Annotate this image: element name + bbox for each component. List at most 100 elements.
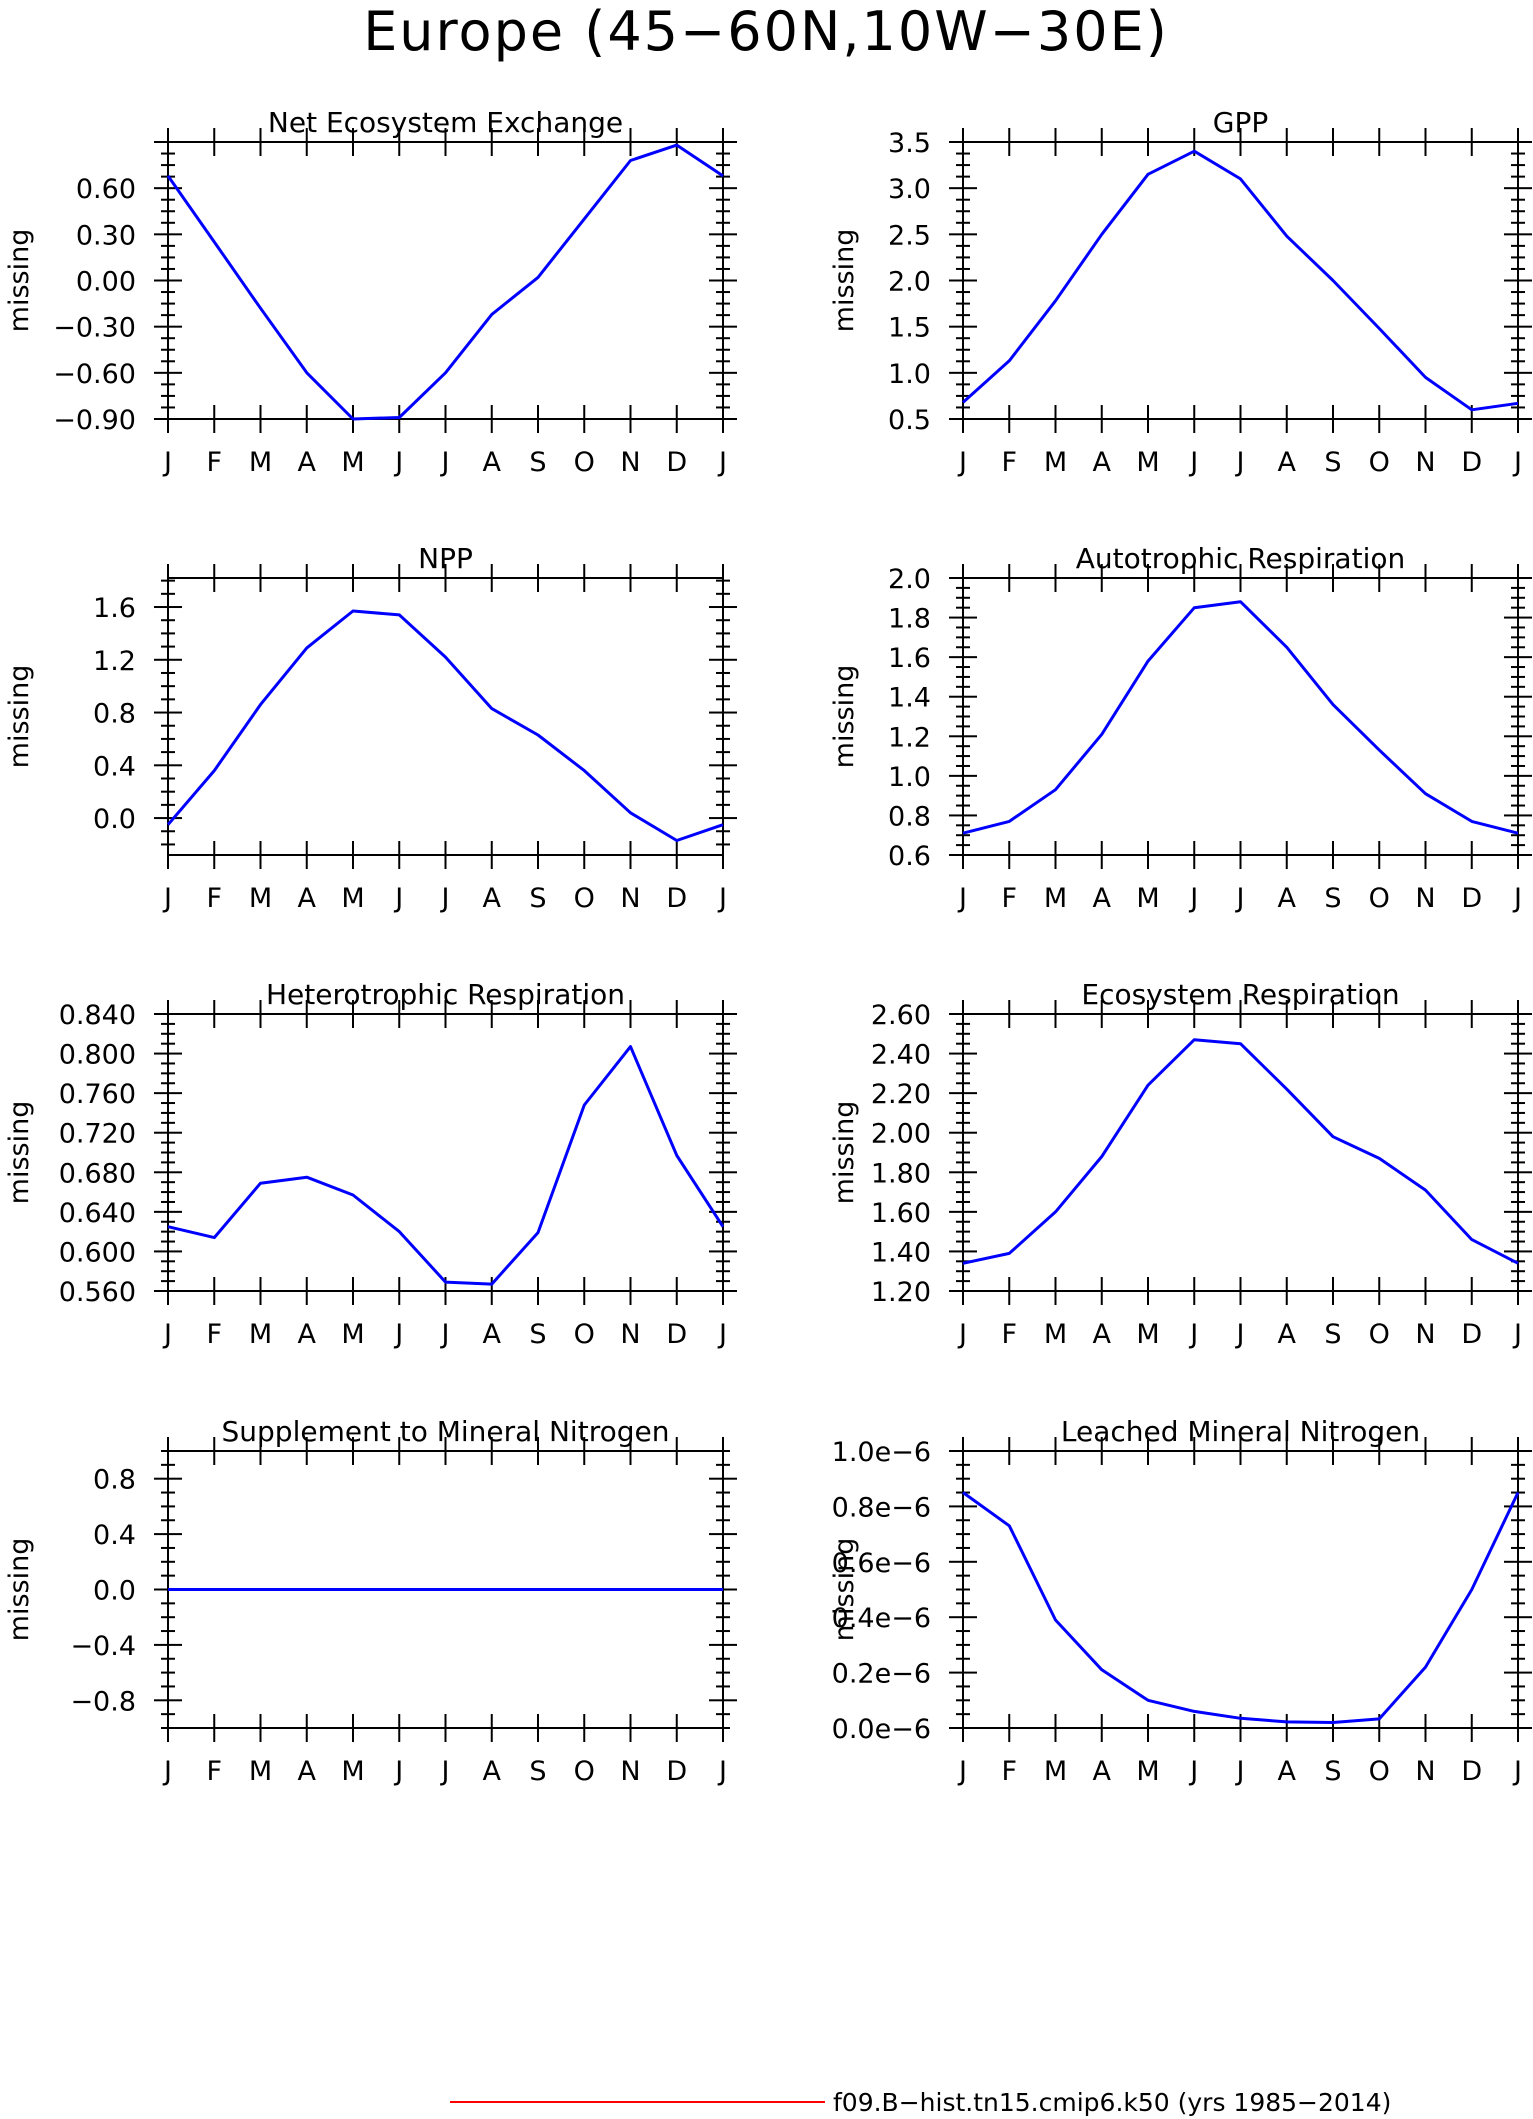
series-line bbox=[962, 600, 1519, 835]
x-tick-label: M bbox=[1136, 883, 1159, 914]
x-tick-label: J bbox=[1235, 447, 1245, 478]
x-tick-label: J bbox=[440, 1756, 450, 1787]
x-tick-label: A bbox=[298, 1756, 317, 1787]
x-tick-label: A bbox=[298, 447, 317, 478]
x-tick-label: M bbox=[341, 1319, 364, 1350]
x-tick-label: N bbox=[620, 1319, 640, 1350]
legend-text: f09.B−hist.tn15.cmip6.k50 (yrs 1985−2014… bbox=[833, 2088, 1391, 2117]
y-tick-label: 0.760 bbox=[59, 1079, 136, 1110]
x-tick-label: A bbox=[1093, 447, 1112, 478]
series-line bbox=[166, 143, 724, 421]
x-tick-label: N bbox=[1415, 1319, 1435, 1350]
x-tick-label: O bbox=[1369, 1319, 1390, 1350]
x-tick-label: J bbox=[1512, 883, 1522, 914]
series-line bbox=[962, 1038, 1519, 1265]
y-tick-label: 2.5 bbox=[888, 220, 931, 251]
series-line bbox=[962, 1491, 1520, 1724]
x-tick-label: J bbox=[162, 1319, 172, 1350]
y-tick-label: −0.4 bbox=[70, 1631, 136, 1662]
x-tick-label: J bbox=[1188, 1756, 1198, 1787]
y-axis-label: missing bbox=[4, 665, 35, 769]
x-tick-label: S bbox=[1324, 447, 1341, 478]
x-tick-label: N bbox=[1415, 447, 1435, 478]
y-tick-label: 0.8 bbox=[93, 1465, 136, 1496]
y-axis-label: missing bbox=[4, 1101, 35, 1205]
y-tick-label: 0.60 bbox=[76, 174, 136, 205]
chart-panel: Supplement to Mineral Nitrogenmissing−0.… bbox=[4, 1415, 737, 1787]
x-tick-label: J bbox=[717, 447, 727, 478]
y-tick-label: 1.6 bbox=[888, 643, 931, 674]
x-tick-label: O bbox=[1369, 447, 1390, 478]
x-tick-label: F bbox=[1001, 1756, 1017, 1787]
y-axis-label: missing bbox=[829, 1538, 860, 1642]
y-axis-label: missing bbox=[829, 1101, 860, 1205]
x-tick-label: F bbox=[206, 447, 222, 478]
x-tick-label: J bbox=[1512, 447, 1522, 478]
x-tick-label: F bbox=[1001, 447, 1017, 478]
y-tick-label: 2.00 bbox=[871, 1119, 931, 1150]
panels: Net Ecosystem Exchangemissing−0.90−0.60−… bbox=[4, 106, 1532, 1787]
y-tick-label: 0.4e−6 bbox=[832, 1603, 931, 1634]
x-tick-label: J bbox=[717, 1319, 727, 1350]
y-tick-label: 0.0 bbox=[93, 1576, 136, 1607]
y-tick-label: 3.5 bbox=[888, 128, 931, 159]
x-tick-label: O bbox=[574, 447, 595, 478]
y-axis-label: missing bbox=[829, 229, 860, 333]
x-tick-label: J bbox=[1188, 883, 1198, 914]
chart-panel: Autotrophic Respirationmissing0.60.81.01… bbox=[829, 542, 1532, 914]
x-tick-label: F bbox=[206, 1319, 222, 1350]
y-tick-label: 0.6e−6 bbox=[832, 1548, 931, 1579]
x-tick-label: A bbox=[1278, 447, 1297, 478]
chart-panel: Net Ecosystem Exchangemissing−0.90−0.60−… bbox=[4, 106, 737, 478]
x-tick-label: O bbox=[574, 883, 595, 914]
y-tick-label: 1.80 bbox=[871, 1158, 931, 1189]
x-tick-label: J bbox=[957, 1756, 967, 1787]
x-tick-label: J bbox=[957, 883, 967, 914]
x-tick-label: A bbox=[1093, 1756, 1112, 1787]
x-tick-label: A bbox=[483, 1319, 502, 1350]
y-tick-label: 1.4 bbox=[888, 683, 931, 714]
x-tick-label: M bbox=[249, 883, 272, 914]
y-tick-label: 0.6 bbox=[888, 841, 931, 872]
x-tick-label: A bbox=[1278, 883, 1297, 914]
x-tick-label: S bbox=[529, 1756, 546, 1787]
x-tick-label: M bbox=[1136, 1756, 1159, 1787]
y-tick-label: 1.0 bbox=[888, 762, 931, 793]
x-tick-label: A bbox=[298, 883, 317, 914]
y-tick-label: 1.8 bbox=[888, 604, 931, 635]
x-tick-label: J bbox=[1188, 447, 1198, 478]
x-tick-label: N bbox=[1415, 1756, 1435, 1787]
y-tick-label: 1.20 bbox=[871, 1277, 931, 1308]
x-tick-label: D bbox=[1461, 1319, 1482, 1350]
x-tick-label: N bbox=[620, 883, 640, 914]
series-line bbox=[166, 609, 724, 842]
x-tick-label: S bbox=[1324, 1756, 1341, 1787]
x-tick-label: A bbox=[1278, 1756, 1297, 1787]
y-tick-label: −0.60 bbox=[53, 359, 136, 390]
x-tick-label: O bbox=[574, 1756, 595, 1787]
x-tick-label: O bbox=[1369, 1756, 1390, 1787]
x-tick-label: A bbox=[298, 1319, 317, 1350]
x-tick-label: M bbox=[249, 1756, 272, 1787]
x-tick-label: J bbox=[393, 1756, 403, 1787]
x-tick-label: O bbox=[1369, 883, 1390, 914]
plot-frame bbox=[962, 1450, 1519, 1729]
x-tick-label: J bbox=[393, 1319, 403, 1350]
y-tick-label: 0.0e−6 bbox=[832, 1714, 931, 1745]
y-tick-label: 2.0 bbox=[888, 564, 931, 595]
y-tick-label: 0.840 bbox=[59, 1000, 136, 1031]
x-tick-label: N bbox=[620, 447, 640, 478]
y-tick-label: 0.8e−6 bbox=[832, 1492, 931, 1523]
x-tick-label: N bbox=[620, 1756, 640, 1787]
x-tick-label: M bbox=[341, 883, 364, 914]
x-tick-label: J bbox=[162, 883, 172, 914]
y-tick-label: 1.0e−6 bbox=[832, 1437, 931, 1468]
y-tick-label: 0.0 bbox=[93, 804, 136, 835]
y-tick-label: −0.90 bbox=[53, 405, 136, 436]
x-tick-label: A bbox=[1093, 1319, 1112, 1350]
x-tick-label: J bbox=[1235, 1319, 1245, 1350]
y-tick-label: 2.20 bbox=[871, 1079, 931, 1110]
y-tick-label: 2.60 bbox=[871, 1000, 931, 1031]
figure-title: Europe (45−60N,10W−30E) bbox=[363, 0, 1169, 63]
